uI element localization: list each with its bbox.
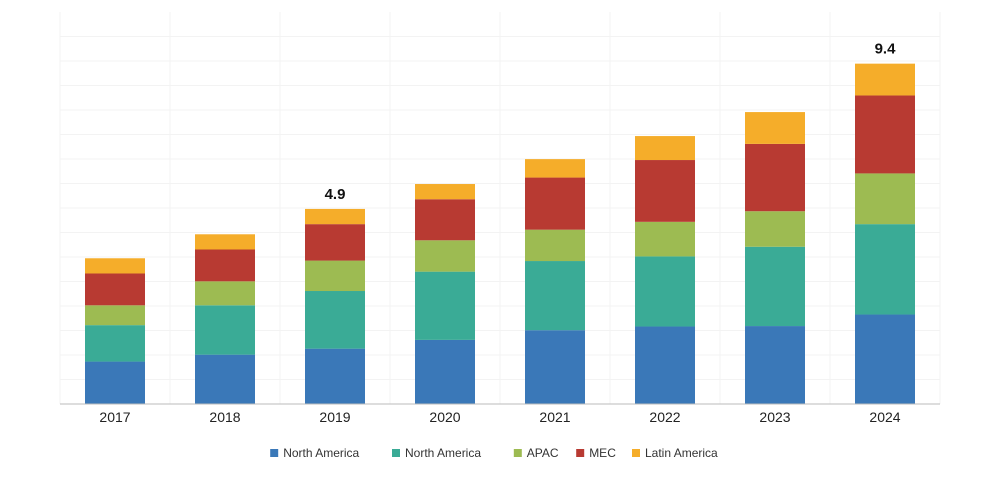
bar-segment-2022-series-1[interactable] xyxy=(635,256,695,327)
legend-label: MEC xyxy=(589,446,616,460)
bar-segment-2019-series-1[interactable] xyxy=(305,291,365,349)
bar-segment-2023-series-4[interactable] xyxy=(745,112,805,144)
bar-segment-2018-series-2[interactable] xyxy=(195,281,255,306)
bar-segment-2021-series-2[interactable] xyxy=(525,229,585,262)
bar-segment-2023-series-2[interactable] xyxy=(745,211,805,247)
bar-segment-2018-series-4[interactable] xyxy=(195,234,255,250)
legend: North America North America APAC MEC Latin A… xyxy=(270,446,718,460)
legend-swatch xyxy=(270,449,279,457)
bar-segment-2017-series-2[interactable] xyxy=(85,305,145,326)
legend-item-series-2[interactable]: APAC xyxy=(513,446,559,460)
bar-segment-2024-series-0[interactable] xyxy=(855,314,915,404)
bar-segment-2024-series-4[interactable] xyxy=(855,63,915,96)
bar-segment-2021-series-0[interactable] xyxy=(525,330,585,404)
legend-item-series-4[interactable]: Latin America xyxy=(632,446,718,460)
bar-segment-2024-series-2[interactable] xyxy=(855,173,915,225)
bar-segment-2022-series-2[interactable] xyxy=(635,221,695,257)
bar-segment-2019-series-3[interactable] xyxy=(305,224,365,261)
x-tick-label-2024: 2024 xyxy=(869,409,900,425)
bar-segment-2020-series-2[interactable] xyxy=(415,240,475,272)
bar-segment-2019-series-4[interactable] xyxy=(305,208,365,225)
bar-segment-2017-series-1[interactable] xyxy=(85,325,145,362)
bar-segment-2024-series-3[interactable] xyxy=(855,95,915,174)
x-tick-label-2022: 2022 xyxy=(649,409,680,425)
legend-item-series-1[interactable]: North America xyxy=(392,446,481,460)
bar-segment-2022-series-4[interactable] xyxy=(635,136,695,161)
x-tick-label-2021: 2021 xyxy=(539,409,570,425)
bar-segment-2017-series-3[interactable] xyxy=(85,273,145,306)
legend-label: North America xyxy=(283,446,359,460)
legend-swatch xyxy=(632,449,640,457)
grid-lines xyxy=(59,12,941,404)
bar-segment-2022-series-3[interactable] xyxy=(635,160,695,222)
bar-segment-2021-series-1[interactable] xyxy=(525,261,585,331)
bar-segment-2023-series-3[interactable] xyxy=(745,143,805,212)
data-label-2024: 9.4 xyxy=(875,41,897,58)
bar-segment-2018-series-1[interactable] xyxy=(195,305,255,355)
x-axis-ticks: 2017 2018 2019 2020 2021 2022 2023 2024 xyxy=(99,409,900,425)
bar-segment-2023-series-0[interactable] xyxy=(745,326,805,404)
x-tick-label-2020: 2020 xyxy=(429,409,460,425)
data-labels: 4.9 9.4 xyxy=(325,41,897,203)
bar-segment-2021-series-4[interactable] xyxy=(525,159,585,178)
legend-item-series-0[interactable]: North America xyxy=(270,446,360,460)
legend-swatch xyxy=(513,449,522,457)
legend-swatch xyxy=(576,449,585,457)
data-label-2019: 4.9 xyxy=(325,186,346,203)
legend-label: APAC xyxy=(527,446,559,460)
x-tick-label-2018: 2018 xyxy=(209,409,240,425)
bar-segment-2017-series-4[interactable] xyxy=(85,258,145,274)
bar-segment-2019-series-2[interactable] xyxy=(305,260,365,292)
legend-item-series-3[interactable]: MEC xyxy=(576,446,616,460)
bar-segment-2020-series-3[interactable] xyxy=(415,199,475,241)
legend-label: Latin America xyxy=(645,446,718,460)
bar-segment-2020-series-0[interactable] xyxy=(415,339,475,404)
bar-segment-2024-series-1[interactable] xyxy=(855,224,915,315)
bar-segment-2022-series-0[interactable] xyxy=(635,326,695,404)
bar-segment-2020-series-4[interactable] xyxy=(415,184,475,200)
bar-group xyxy=(85,63,915,404)
bar-segment-2020-series-1[interactable] xyxy=(415,271,475,340)
bar-segment-2018-series-0[interactable] xyxy=(195,354,255,404)
bar-segment-2019-series-0[interactable] xyxy=(305,348,365,404)
legend-swatch xyxy=(392,449,400,457)
bar-segment-2021-series-3[interactable] xyxy=(525,177,585,230)
x-tick-label-2023: 2023 xyxy=(759,409,790,425)
legend-label: North America xyxy=(405,446,481,460)
bar-segment-2018-series-3[interactable] xyxy=(195,249,255,282)
bar-segment-2023-series-1[interactable] xyxy=(745,246,805,327)
bar-segment-2017-series-0[interactable] xyxy=(85,361,145,404)
x-tick-label-2019: 2019 xyxy=(319,409,350,425)
x-tick-label-2017: 2017 xyxy=(99,409,130,425)
